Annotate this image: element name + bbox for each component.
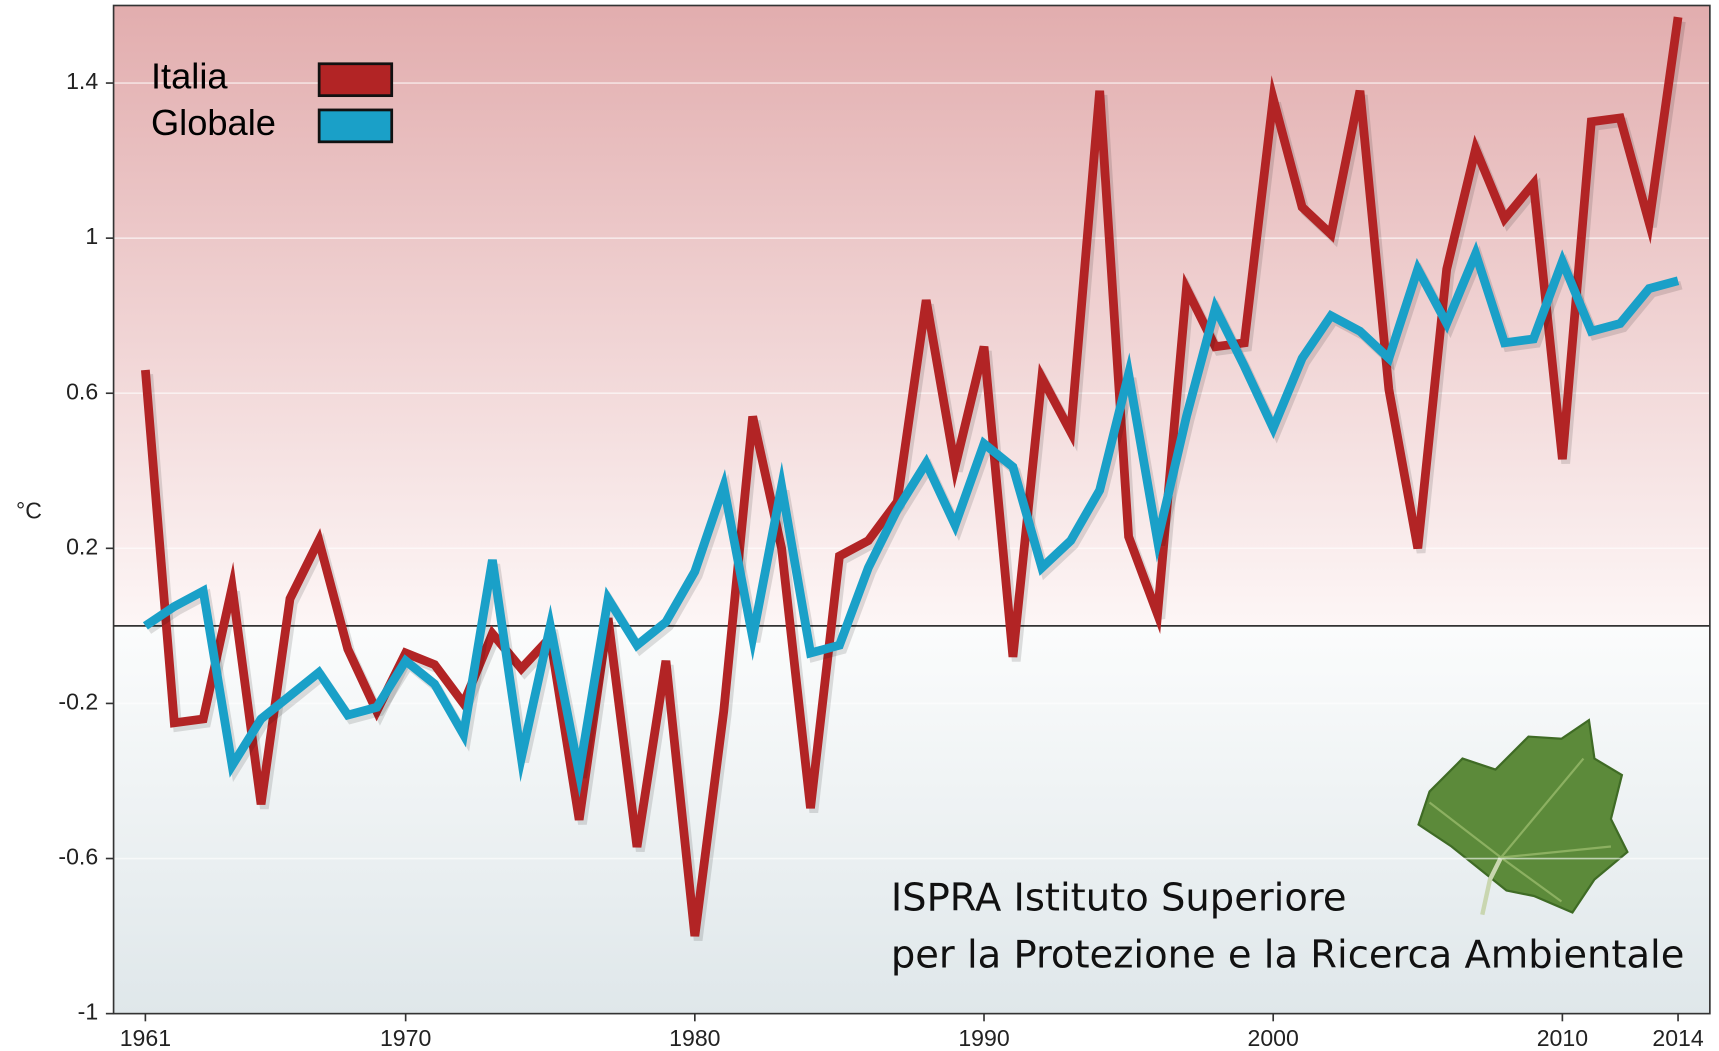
x-tick-label: 1970 [380,1025,431,1051]
annotation: ISPRA Istituto Superiore [891,875,1347,920]
y-tick-label: 1.4 [66,68,98,94]
x-tick-label: 1990 [958,1025,1009,1051]
y-axis-label: °C [16,497,42,523]
legend-label: Globale [151,102,276,143]
x-tick-label: 1980 [669,1025,720,1051]
annotation: per la Protezione e la Ricerca Ambiental… [891,932,1685,977]
plot-background-upper [114,5,1710,625]
x-tick-label: 2010 [1537,1025,1588,1051]
x-tick-label: 2014 [1652,1025,1704,1051]
y-tick-label: 1 [85,223,98,249]
chart: °C ISPRA Istituto Superiore per la Prote… [0,0,1719,1051]
page: {"chart_data": {"type": "line", "y_label… [0,0,1719,1051]
legend-label: Italia [151,56,228,97]
x-tick-label: 1961 [120,1025,171,1051]
y-tick-label: -0.6 [58,844,98,870]
y-tick-label: 0.2 [66,533,98,559]
y-tick-label: -0.2 [58,689,98,715]
y-tick-label: 0.6 [66,378,98,404]
y-tick-label: -1 [78,999,99,1025]
legend-swatch [319,110,392,142]
legend-swatch [319,64,392,96]
x-tick-label: 2000 [1248,1025,1299,1051]
